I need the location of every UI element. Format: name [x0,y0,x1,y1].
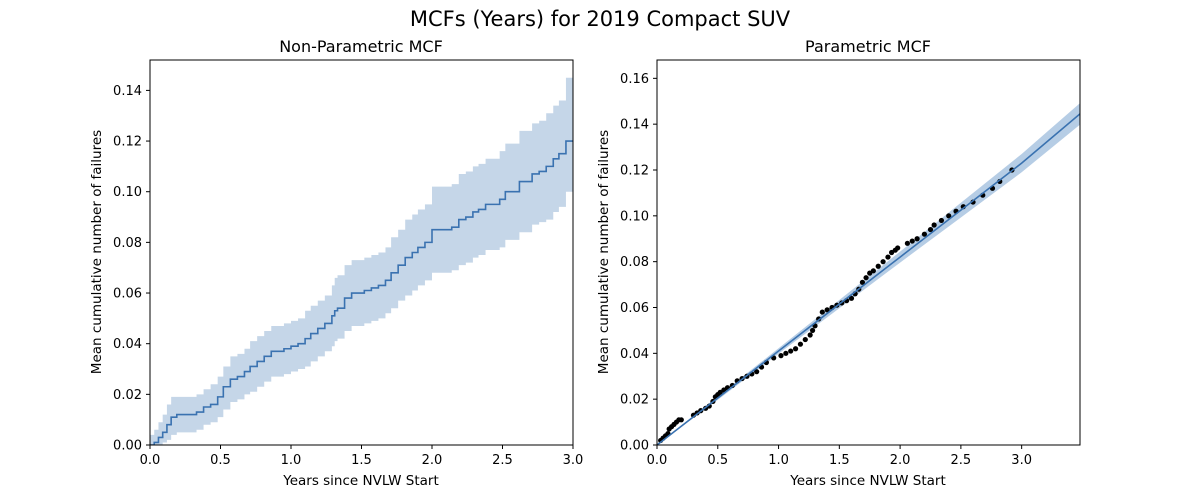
x-tick-label: 2.5 [951,453,972,468]
y-tick-label: 0.14 [620,118,649,133]
y-tick-label: 0.12 [620,164,649,179]
plot-frame [656,59,1081,446]
data-point [946,213,952,219]
x-tick-label: 1.0 [281,453,302,468]
chart-parametric-plot: 0.0 0.5 1.0 1.5 2.0 2.5 3.0 0.00 0.02 0.04 0.06 0.0… [620,59,1081,468]
chart-non-parametric-title: Non-Parametric MCF [279,37,443,56]
chart-non-parametric-xlabel: Years since NVLW Start [282,473,439,489]
data-point [807,332,813,338]
y-tick-label: 0.06 [620,301,649,316]
data-point [783,350,789,356]
data-point [819,309,825,315]
y-tick-label: 0.04 [113,337,142,352]
data-point [797,341,804,347]
y-tick-label: 0.16 [620,72,649,87]
chart-parametric: Parametric MCF 0.0 0.5 1.0 1.5 2.0 2.5 3.0 0.00… [596,37,1081,489]
data-point [914,236,920,242]
y-tick-label: 0.12 [113,135,142,150]
data-point [778,353,784,359]
mcf-step-line [150,140,573,445]
data-point [802,336,808,343]
data-point [859,279,866,285]
chart-non-parametric: Non-Parametric MCF 0.0 0.5 1.0 1.5 2.0 2.5 3.0… [89,37,583,489]
x-tick-label: 2.0 [422,453,443,468]
x-tick-label: 2.0 [890,453,911,468]
data-point [809,327,816,334]
chart-non-parametric-ylabel: Mean cumulative number of failures [89,130,105,374]
data-point [870,268,876,274]
data-point [754,369,760,375]
y-tick-label: 0.06 [113,287,142,302]
x-tick-label: 3.0 [1011,453,1032,468]
x-tick-label: 0.5 [707,453,728,468]
x-tick-label: 0.0 [140,453,161,468]
y-tick-label: 0.10 [620,209,649,224]
y-tick-label: 0.08 [113,236,142,251]
data-point [678,417,684,423]
confidence-band [150,77,573,445]
chart-non-parametric-plot: 0.0 0.5 1.0 1.5 2.0 2.5 3.0 0.00 0.02 0.04 0.06 0.0… [113,59,584,468]
x-tick-label: 0.0 [647,453,668,468]
x-tick-label: 1.5 [829,453,850,468]
data-point [904,240,910,246]
data-point [885,254,891,260]
data-point [788,348,794,354]
x-tick-label: 3.0 [563,453,584,468]
y-tick-label: 0.08 [620,255,649,270]
x-tick-label: 2.5 [492,453,513,468]
data-point [848,295,855,301]
data-point [880,259,886,265]
x-tick-label: 1.0 [768,453,789,468]
chart-parametric-ylabel: Mean cumulative number of failures [596,130,612,374]
y-tick-label: 0.00 [113,439,142,454]
chart-parametric-title: Parametric MCF [805,37,931,56]
y-tick-label: 0.00 [620,439,649,454]
chart-parametric-xlabel: Years since NVLW Start [789,473,946,489]
data-point [792,346,799,352]
data-point [938,217,945,224]
y-tick-label: 0.02 [620,393,649,408]
y-tick-label: 0.10 [113,185,142,200]
figure-title: MCFs (Years) for 2019 Compact SUV [410,7,791,31]
data-point [875,263,881,269]
x-tick-label: 1.5 [351,453,372,468]
y-tick-label: 0.02 [113,388,142,403]
y-tick-label: 0.04 [620,347,649,362]
x-tick-label: 0.5 [210,453,231,468]
data-point [895,245,901,251]
data-point [863,275,869,281]
y-tick-label: 0.14 [113,84,142,99]
data-point [921,231,928,237]
data-point [931,222,937,228]
fit-line [657,113,1080,445]
data-point [824,307,830,313]
data-point [909,238,915,244]
data-point [927,226,934,233]
